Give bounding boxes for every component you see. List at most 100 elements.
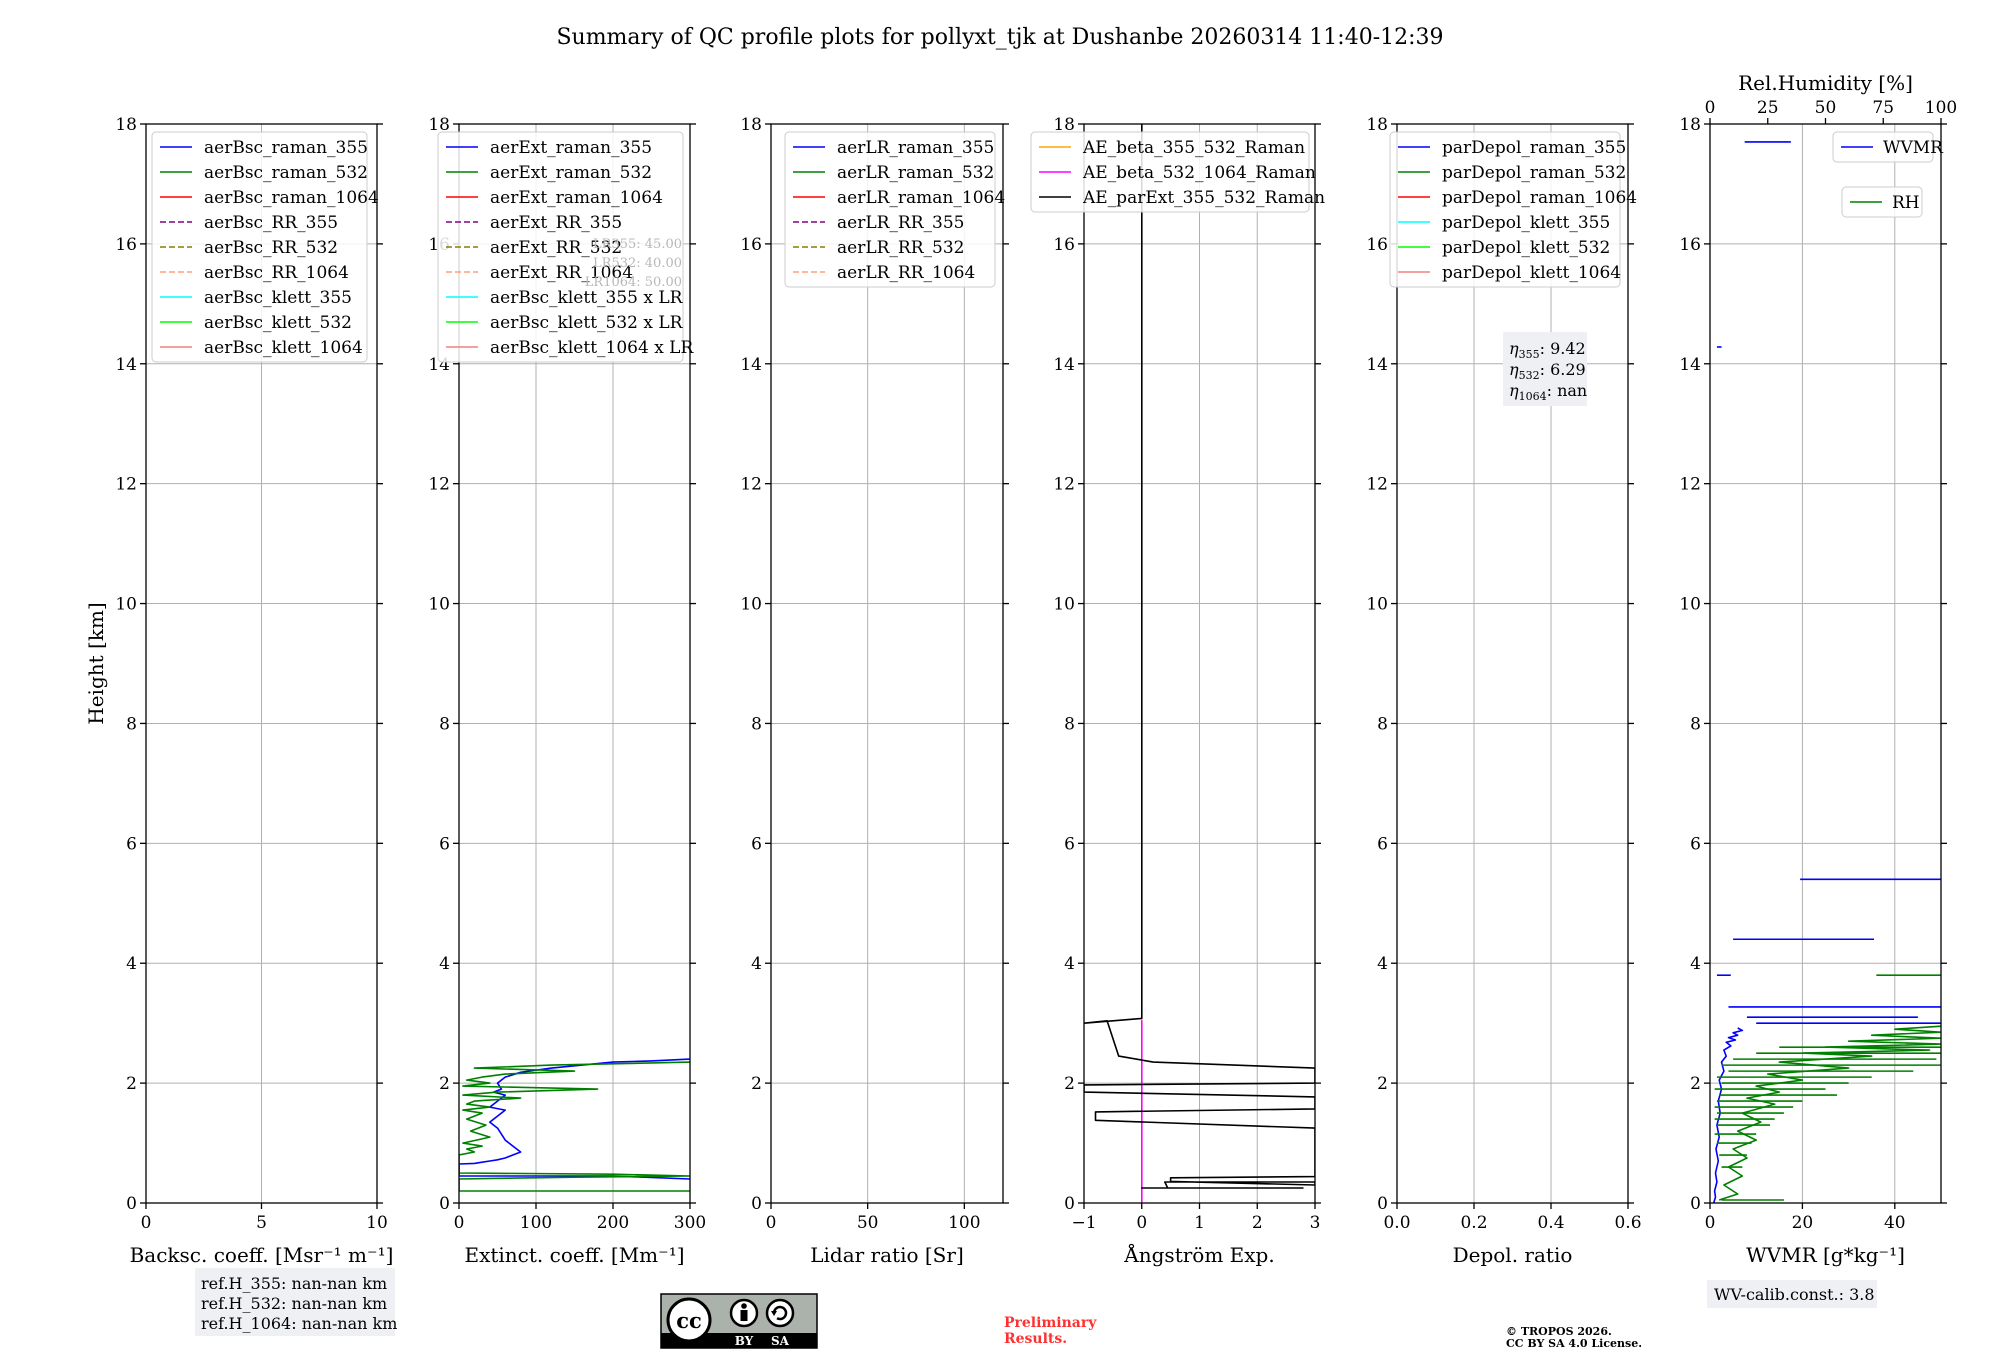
legend-label: aerBsc_klett_355 x LR xyxy=(490,288,684,308)
legend-label: AE_beta_355_532_Raman xyxy=(1082,138,1305,158)
x-axis-label: WVMR [g*kg⁻¹] xyxy=(1746,1243,1905,1267)
y-tick-label: 16 xyxy=(115,235,137,255)
top-x-tick-label: 25 xyxy=(1757,98,1779,118)
data-layer xyxy=(459,1058,690,1192)
top-x-tick-label: 75 xyxy=(1872,98,1894,118)
y-tick-label: 6 xyxy=(126,834,137,854)
plot-frame xyxy=(1709,123,1942,1204)
top-x-axis-label: Rel.Humidity [%] xyxy=(1738,71,1913,95)
panel-lr: 0 2 4 6 8 10 12 14 16 18 0 50 100 Lidar ratio [Sr] aer… xyxy=(740,115,1009,1267)
y-tick-label: 2 xyxy=(1064,1074,1075,1094)
copyright-line2: CC BY SA 4.0 License. xyxy=(1506,1337,1642,1350)
y-tick-label: 16 xyxy=(1679,235,1701,255)
legend: WVMR xyxy=(1832,131,1944,163)
y-tick-label: 0 xyxy=(1377,1194,1388,1214)
y-tick-label: 0 xyxy=(1690,1194,1701,1214)
legend-frame xyxy=(784,131,996,288)
x-axis-label: Extinct. coeff. [Mm⁻¹] xyxy=(464,1243,684,1267)
legend: AE_beta_355_532_Raman AE_beta_532_1064_Ra… xyxy=(1030,131,1325,213)
legend-label: aerLR_RR_532 xyxy=(837,238,964,258)
y-tick-label: 12 xyxy=(1366,475,1388,495)
y-tick-label: 6 xyxy=(1690,834,1701,854)
x-tick-label: 0.0 xyxy=(1383,1213,1410,1233)
y-tick-label: 8 xyxy=(1064,714,1075,734)
x-tick-label: 0.4 xyxy=(1537,1213,1564,1233)
y-tick-label: 8 xyxy=(1690,714,1701,734)
lr-annotation-line: LR1064: 50.00 xyxy=(585,275,682,290)
y-tick-label: 2 xyxy=(751,1074,762,1094)
y-tick-label: 10 xyxy=(1366,595,1388,615)
legend: RH xyxy=(1841,186,1923,218)
y-tick-label: 4 xyxy=(439,954,450,974)
legend-label: parDepol_klett_355 xyxy=(1442,213,1610,233)
legend-label: parDepol_klett_1064 xyxy=(1442,263,1621,283)
legend-label: aerBsc_RR_532 xyxy=(204,238,338,258)
legend: aerLR_raman_355 aerLR_raman_532 aerLR_rama… xyxy=(784,131,1005,288)
x-tick-label: 20 xyxy=(1792,1213,1814,1233)
y-tick-label: 4 xyxy=(1377,954,1388,974)
legend-frame xyxy=(1832,131,1934,163)
y-axis-label: Height [km] xyxy=(84,602,108,724)
top-x-tick-label: 0 xyxy=(1705,98,1716,118)
plot-frame xyxy=(458,123,691,1204)
y-tick-label: 14 xyxy=(1366,355,1388,375)
y-tick-label: 8 xyxy=(751,714,762,734)
y-tick-label: 18 xyxy=(1679,115,1701,135)
y-tick-label: 6 xyxy=(1064,834,1075,854)
legend-label: aerExt_RR_532 xyxy=(490,238,622,258)
x-tick-label: 1 xyxy=(1194,1213,1205,1233)
preliminary-text-line1: Preliminary xyxy=(1004,1315,1097,1331)
y-tick-label: 10 xyxy=(428,595,450,615)
y-tick-label: 4 xyxy=(1690,954,1701,974)
x-tick-label: 0 xyxy=(766,1213,777,1233)
y-tick-label: 10 xyxy=(1053,595,1075,615)
x-tick-label: 200 xyxy=(597,1213,629,1233)
lr-annotation-line: LR532: 40.00 xyxy=(593,256,682,271)
by-label: BY xyxy=(735,1334,754,1348)
x-axis-label: Backsc. coeff. [Msr⁻¹ m⁻¹] xyxy=(130,1243,394,1267)
attribution-icon xyxy=(729,1298,759,1328)
x-axis-label: Lidar ratio [Sr] xyxy=(810,1243,964,1267)
data-layer xyxy=(1084,124,1315,1203)
plot-frame xyxy=(770,123,1004,1204)
cc-label: cc xyxy=(676,1308,702,1333)
legend-label: aerExt_RR_1064 xyxy=(490,263,633,283)
x-axis-label: Depol. ratio xyxy=(1453,1243,1573,1267)
x-tick-label: 0.6 xyxy=(1614,1213,1641,1233)
legend-label: aerLR_raman_355 xyxy=(837,138,994,158)
gridlines xyxy=(1083,123,1316,1204)
x-tick-label: 0.2 xyxy=(1460,1213,1487,1233)
y-tick-label: 12 xyxy=(740,475,762,495)
y-tick-label: 10 xyxy=(115,595,137,615)
y-tick-label: 2 xyxy=(439,1074,450,1094)
y-tick-label: 18 xyxy=(740,115,762,135)
y-tick-label: 0 xyxy=(126,1194,137,1214)
y-tick-label: 6 xyxy=(439,834,450,854)
legend-frame xyxy=(1389,131,1621,288)
y-tick-label: 18 xyxy=(1053,115,1075,135)
x-tick-label: 0 xyxy=(1705,1213,1716,1233)
legend-label: aerBsc_klett_532 xyxy=(204,313,352,333)
x-tick-label: −1 xyxy=(1071,1213,1096,1233)
y-tick-label: 0 xyxy=(1064,1194,1075,1214)
panel-bsc: 0 2 4 6 8 10 12 14 16 18 0 5 10 Backsc. coeff. [Msr⁻¹… xyxy=(84,115,393,1267)
y-tick-label: 10 xyxy=(1679,595,1701,615)
x-tick-label: 100 xyxy=(520,1213,552,1233)
legend-label: aerLR_raman_1064 xyxy=(837,188,1005,208)
y-tick-label: 4 xyxy=(126,954,137,974)
series-line-WVMR xyxy=(1712,1027,1744,1203)
x-tick-label: 5 xyxy=(256,1213,267,1233)
y-tick-label: 8 xyxy=(1377,714,1388,734)
y-tick-label: 12 xyxy=(115,475,137,495)
legend-label: aerBsc_klett_1064 x LR xyxy=(490,338,694,358)
legend-label: aerBsc_klett_532 x LR xyxy=(490,313,684,333)
legend-label: parDepol_raman_355 xyxy=(1442,138,1626,158)
y-tick-label: 2 xyxy=(1690,1074,1701,1094)
x-tick-label: 2 xyxy=(1252,1213,1263,1233)
y-tick-label: 12 xyxy=(428,475,450,495)
y-tick-label: 4 xyxy=(1064,954,1075,974)
y-tick-label: 2 xyxy=(1377,1074,1388,1094)
legend-label: aerLR_RR_1064 xyxy=(837,263,975,283)
